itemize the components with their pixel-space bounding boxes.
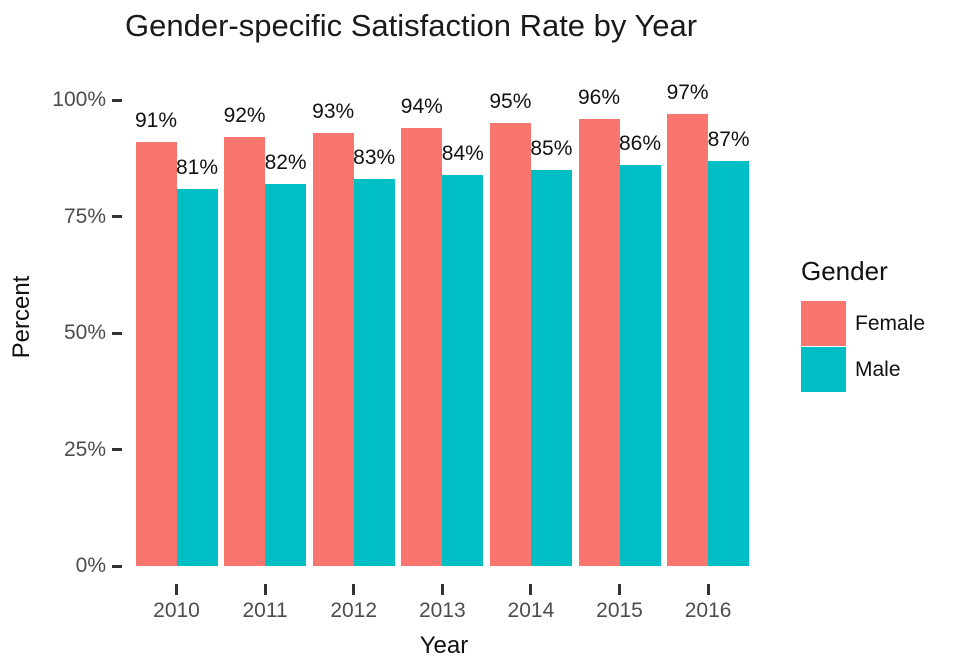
x-axis-tick xyxy=(529,584,533,595)
y-tick-label: 100% xyxy=(52,88,106,111)
bar-value-label: 95% xyxy=(489,90,532,114)
x-tick-label: 2016 xyxy=(684,599,732,622)
y-axis-title: Percent xyxy=(8,275,35,359)
y-tick-label: 50% xyxy=(63,321,106,344)
bar-female-2015 xyxy=(578,118,620,566)
x-axis-tick xyxy=(352,584,356,595)
x-axis-tick xyxy=(175,584,178,595)
x-tick-label: 2012 xyxy=(330,599,378,622)
legend-swatch-male xyxy=(801,347,846,392)
bar-value-label: 85% xyxy=(530,136,573,160)
legend-label: Female xyxy=(855,311,926,335)
x-tick-label: 2010 xyxy=(153,599,200,622)
legend-item-male: Male xyxy=(801,347,925,392)
x-axis-tick xyxy=(440,584,444,595)
y-tick-label: 0% xyxy=(75,554,106,577)
y-axis-tick xyxy=(112,448,122,451)
bar-value-label: 86% xyxy=(618,132,662,156)
bar-female-2010 xyxy=(135,141,177,566)
x-axis-title: Year xyxy=(419,632,469,659)
bar-female-2011 xyxy=(224,137,266,566)
bar-male-2016 xyxy=(708,160,750,566)
x-axis-tick xyxy=(706,584,710,595)
bar-value-label: 87% xyxy=(707,127,750,151)
bar-value-label: 92% xyxy=(223,104,266,128)
chart-title: Gender-specific Satisfaction Rate by Yea… xyxy=(125,8,698,43)
legend-item-female: Female xyxy=(801,301,925,346)
y-tick-label: 25% xyxy=(63,437,106,461)
legend-title: Gender xyxy=(801,256,888,286)
x-tick-label: 2015 xyxy=(596,599,643,622)
bar-female-2013 xyxy=(401,127,443,566)
x-tick-label: 2014 xyxy=(507,599,555,622)
bar-value-label: 84% xyxy=(441,141,484,165)
bar-male-2013 xyxy=(442,174,484,566)
bar-male-2015 xyxy=(619,165,661,566)
legend-swatch-female xyxy=(801,301,846,346)
legend-items: Female Male xyxy=(801,301,925,392)
bar-value-label: 93% xyxy=(312,99,355,123)
bar-female-2016 xyxy=(667,113,709,566)
bar-value-label: 83% xyxy=(353,146,396,170)
bar-female-2012 xyxy=(312,132,354,566)
y-axis-tick xyxy=(112,215,122,218)
y-axis-tick xyxy=(112,98,122,102)
bar-value-label: 94% xyxy=(400,94,443,118)
bar-value-label: 91% xyxy=(134,108,178,132)
bar-value-label: 82% xyxy=(264,150,307,174)
bar-value-label: 81% xyxy=(175,155,219,179)
x-tick-label: 2011 xyxy=(242,599,288,622)
x-axis-tick xyxy=(618,584,621,595)
bar-value-label: 97% xyxy=(666,80,709,104)
bar-male-2012 xyxy=(353,179,395,566)
y-axis-tick xyxy=(112,331,122,335)
x-tick-label: 2013 xyxy=(418,599,466,622)
legend-label: Male xyxy=(855,357,901,381)
y-axis-tick xyxy=(112,564,122,568)
y-tick-label: 75% xyxy=(63,204,106,228)
x-axis-tick xyxy=(263,584,267,595)
bar-male-2011 xyxy=(265,183,307,566)
bar-male-2010 xyxy=(176,188,218,566)
bar-value-label: 96% xyxy=(577,85,621,109)
bar-female-2014 xyxy=(489,123,531,566)
bar-male-2014 xyxy=(530,169,572,566)
legend: Gender Female Male xyxy=(801,256,925,393)
